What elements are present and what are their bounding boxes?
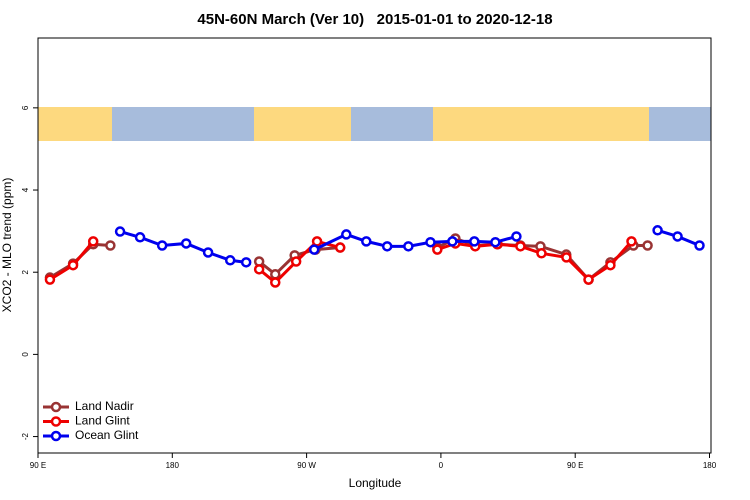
legend-marker [50,416,62,427]
data-point [490,236,501,248]
data-point [583,274,594,285]
map-strip [38,107,711,141]
x-tick-label: 0 [439,461,444,470]
data-point [361,236,372,247]
land [254,107,351,141]
data-point [536,248,547,259]
y-tick-label: 4 [21,187,30,192]
data-point [626,236,637,247]
data-point [270,277,281,288]
data-point [432,244,443,255]
data-point [311,236,323,247]
data-point [334,242,346,253]
data-point [105,240,116,251]
data-point [515,241,526,252]
y-tick-label: 2 [21,269,30,274]
legend-label: Land Glint [75,414,130,428]
data-point [180,238,192,249]
x-tick-label: 180 [703,461,717,470]
legend-label: Land Nadir [75,399,134,413]
data-point [202,247,214,258]
data-point [672,231,683,242]
data-point [253,264,265,275]
y-tick-label: 6 [21,105,30,110]
data-point [87,236,99,247]
plot-frame [37,37,712,454]
data-point [156,240,168,251]
data-point [134,232,146,243]
data-point [403,241,414,252]
y-axis-label: XCO2 - MLO trend (ppm) [0,178,14,313]
data-point [44,274,56,285]
data-point [605,259,616,271]
x-axis-label: Longitude [349,476,402,490]
data-point [694,240,705,251]
series-line [49,236,648,282]
x-tick-label: 180 [166,461,180,470]
data-point [224,255,236,266]
data-point [425,236,436,248]
legend-marker [50,430,62,442]
data-point [341,229,352,240]
data-point [240,257,252,268]
data-point [67,259,79,271]
data-point [469,236,480,247]
y-tick-label: -2 [21,432,30,440]
land [38,107,112,141]
data-point [652,225,663,236]
data-point [447,236,458,247]
land [433,107,649,141]
x-tick-label: 90 E [567,461,583,470]
data-point [642,240,653,251]
y-tick-label: 0 [21,352,30,357]
data-point [381,241,393,252]
chart-title: 45N-60N March (Ver 10) 2015-01-01 to 202… [197,11,552,28]
data-point [511,231,522,242]
legend-marker [50,401,62,413]
data-point [290,256,302,267]
data-point [308,244,320,255]
legend-label: Ocean Glint [75,428,139,442]
x-tick-label: 90 E [30,461,46,470]
data-point [561,252,572,263]
data-point [114,226,126,237]
data-point [270,269,281,280]
x-tick-label: 90 W [297,461,316,470]
